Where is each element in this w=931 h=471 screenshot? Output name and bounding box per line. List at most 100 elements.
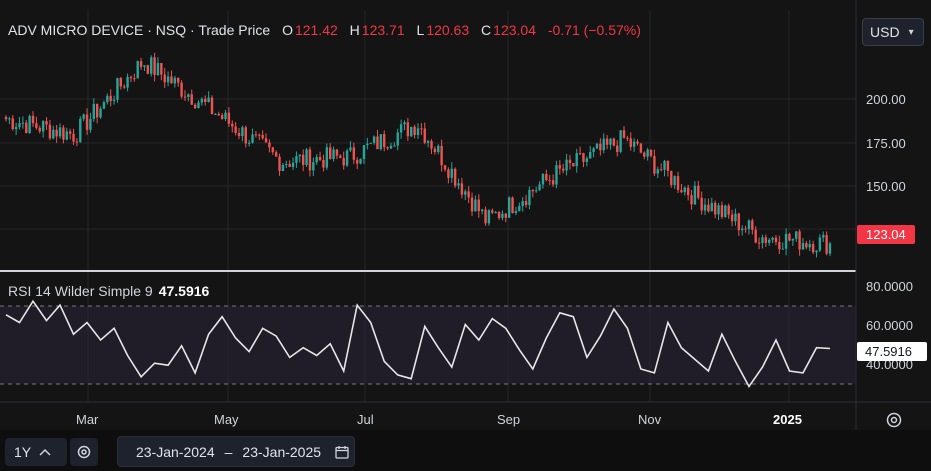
high-key: H (349, 22, 360, 38)
candle-body (518, 206, 521, 211)
candle-body (204, 98, 207, 103)
candle-body (139, 61, 143, 67)
candle-body (288, 164, 291, 167)
candle-body (41, 121, 45, 132)
candle-body (99, 108, 102, 118)
candle-body (406, 122, 410, 137)
candle-body (690, 195, 693, 205)
time-tick-label: May (214, 412, 239, 427)
candle-body (724, 205, 727, 217)
candle-body (575, 153, 578, 167)
candle-body (426, 141, 430, 143)
candle-body (670, 171, 673, 185)
candle-body (305, 149, 308, 165)
candle-body (538, 184, 541, 191)
time-tick-label: Jul (357, 412, 374, 427)
candle-body (497, 212, 501, 219)
candle-body (602, 138, 605, 151)
candle-body (58, 127, 62, 137)
candle-body (359, 159, 362, 164)
last-price-label: 123.04 (866, 227, 906, 242)
chart-settings-button[interactable] (882, 408, 906, 432)
start-date[interactable]: 23-Jan-2024 (136, 443, 215, 460)
timeframe-button[interactable]: 1Y (5, 438, 67, 466)
calendar-icon[interactable] (335, 445, 349, 459)
candle-body (653, 155, 656, 174)
candle-body (703, 204, 707, 211)
end-date[interactable]: 23-Jan-2025 (242, 443, 322, 460)
candle-body (214, 113, 217, 115)
candle-body (339, 155, 342, 159)
candle-body (207, 97, 210, 103)
candle-body (143, 65, 146, 67)
range-settings-button[interactable] (70, 438, 98, 466)
candle-body (160, 63, 163, 75)
candle-body (551, 180, 555, 185)
candle-body (511, 197, 514, 213)
candle-body (210, 97, 214, 114)
candle-body (372, 136, 376, 143)
candle-body (268, 142, 271, 148)
candle-body (720, 205, 724, 217)
candle-body (251, 134, 254, 143)
open-value: 121.42 (294, 22, 338, 38)
candle-body (771, 237, 774, 240)
rsi-last-value-badge (857, 342, 927, 361)
candle-body (494, 212, 497, 214)
candle-body (95, 103, 99, 118)
candle-body (177, 77, 180, 83)
candle-body (605, 138, 609, 145)
candle-body (281, 165, 285, 171)
rsi-legend[interactable]: RSI 14 Wilder Simple 9 47.5916 (8, 283, 209, 299)
candle-body (595, 143, 599, 149)
candle-body (467, 191, 470, 198)
candle-body (727, 205, 730, 215)
candle-body (200, 98, 204, 103)
timeframe-label: 1Y (14, 444, 32, 460)
bottom-toolbar: 1Y 23-Jan-2024 – 23-Jan-2025 (0, 430, 931, 471)
candle-body (457, 183, 460, 186)
candle-body (632, 141, 636, 147)
candle-body (822, 235, 825, 238)
candle-body (92, 103, 96, 119)
candle-body (825, 235, 828, 254)
candle-body (582, 153, 585, 162)
candle-body (420, 128, 423, 130)
candle-body (524, 201, 528, 205)
currency-dropdown[interactable]: USD ▾ (862, 18, 924, 46)
candle-body (795, 231, 798, 239)
candle-body (325, 147, 329, 168)
candle-body (589, 151, 592, 159)
candle-body (261, 134, 264, 139)
candle-body (521, 201, 524, 207)
currency-label: USD (870, 24, 900, 40)
candle-body (788, 233, 791, 241)
candle-body (616, 145, 619, 152)
candle-body (680, 190, 683, 193)
candle-body (585, 158, 589, 162)
candle-body (386, 147, 389, 149)
date-range-picker[interactable]: 23-Jan-2024 – 23-Jan-2025 (117, 436, 355, 467)
candle-body (757, 242, 761, 244)
candle-body (430, 141, 433, 149)
candle-body (227, 112, 231, 124)
candle-body (761, 237, 764, 243)
candle-body (676, 176, 680, 191)
gear-icon (886, 412, 902, 428)
symbol-legend[interactable]: ADV MICRO DEVICE · NSQ · Trade Price O 12… (8, 22, 643, 38)
candle-body (244, 127, 247, 144)
candle-body (106, 95, 109, 103)
candle-body (747, 220, 751, 230)
candle-body (568, 159, 572, 164)
candle-body (612, 138, 616, 146)
candle-body (781, 248, 784, 250)
chart-canvas[interactable]: 200.00 175.00 150.00 123.04 80.0000 60.0… (0, 0, 931, 430)
rsi-tick-label: 80.0000 (866, 279, 913, 294)
candle-body (322, 159, 325, 168)
candle-body (112, 99, 116, 101)
range-separator: – (224, 443, 233, 460)
price-tick-label: 200.00 (866, 92, 906, 107)
candle-body (48, 124, 52, 139)
candle-body (791, 238, 795, 241)
candle-body (116, 78, 119, 100)
